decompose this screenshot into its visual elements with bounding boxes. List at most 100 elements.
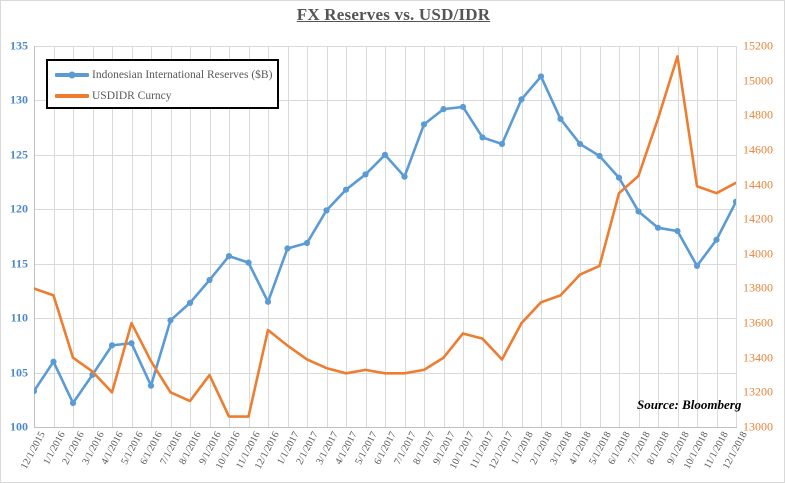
gridline-vertical xyxy=(92,46,94,427)
data-point-marker xyxy=(440,106,447,113)
y-axis-right-tick: 13600 xyxy=(743,315,773,330)
y-axis-right-tick: 14600 xyxy=(743,142,773,157)
legend-marker-icon xyxy=(68,71,76,79)
data-point-marker xyxy=(147,382,155,389)
y-axis-right-tick: 15000 xyxy=(743,73,773,88)
y-axis-right-tick: 15200 xyxy=(743,38,773,53)
data-point-marker xyxy=(381,151,389,158)
legend-label-reserves: Indonesian International Reserves ($B) xyxy=(92,69,273,81)
gridline-vertical xyxy=(73,46,74,427)
data-point-marker xyxy=(420,121,428,128)
data-point-marker xyxy=(401,173,408,180)
legend-item-usdidr: USDIDR Curncy xyxy=(55,89,172,103)
data-point-marker xyxy=(479,134,486,141)
legend-swatch-usdidr xyxy=(55,94,89,98)
series-line-usdidr xyxy=(34,55,736,418)
axis-line-left xyxy=(34,46,35,427)
chart-legend: Indonesian International Reserves ($B) U… xyxy=(46,59,279,109)
legend-label-usdidr: USDIDR Curncy xyxy=(92,90,172,102)
gridline-vertical xyxy=(580,46,581,427)
y-axis-left-tick: 125 xyxy=(10,147,28,162)
data-point-marker xyxy=(167,317,174,324)
data-point-marker xyxy=(596,152,603,160)
gridline-vertical xyxy=(131,46,133,427)
y-axis-left-tick: 110 xyxy=(10,310,28,325)
source-note: Source: Bloomberg xyxy=(637,397,742,412)
x-axis-tick: 12/1/2015 xyxy=(18,430,48,471)
gridline-vertical xyxy=(229,46,230,427)
y-axis-left-tick: 130 xyxy=(10,92,28,107)
page-title: FX Reserves vs. USD/IDR xyxy=(296,5,491,24)
axis-labels: 100 105 110 115 120 125 130 135 13000 13200 13400 1… xyxy=(10,39,773,471)
data-point-marker xyxy=(128,340,135,347)
gridline-vertical xyxy=(404,46,406,427)
data-point-marker xyxy=(693,262,701,269)
gridline-vertical xyxy=(209,46,211,427)
gridline-vertical xyxy=(502,46,503,427)
data-point-marker xyxy=(225,252,233,260)
y-axis-right-tick: 14800 xyxy=(743,107,773,122)
plot-area: 100 105 110 115 120 125 130 135 13000 13200 13400 1… xyxy=(10,39,773,471)
gridline-vertical xyxy=(443,46,445,427)
gridline-vertical xyxy=(365,46,367,427)
gridline-vertical xyxy=(287,46,289,427)
data-point-marker xyxy=(264,298,272,305)
gridline-vertical xyxy=(521,46,523,427)
y-axis-right-tick: 13400 xyxy=(743,350,773,365)
series-layer xyxy=(34,55,736,418)
y-axis-right-tick: 13200 xyxy=(743,384,773,399)
gridline-vertical xyxy=(677,46,679,427)
y-axis-right-tick: 14400 xyxy=(743,177,773,192)
data-point-marker xyxy=(557,115,564,123)
gridline-vertical xyxy=(619,46,620,427)
data-point-marker xyxy=(34,387,38,395)
y-axis-left-tick: 105 xyxy=(10,365,28,380)
data-point-marker xyxy=(69,399,77,407)
data-point-marker xyxy=(713,236,720,243)
data-point-marker xyxy=(362,171,369,178)
data-point-marker xyxy=(732,198,736,205)
gridline-vertical xyxy=(112,46,113,427)
gridline-vertical xyxy=(346,46,347,427)
gridline-vertical xyxy=(638,46,640,427)
gridline-vertical xyxy=(463,46,464,427)
y-axis-left-tick: 115 xyxy=(10,256,28,271)
y-axis-right-tick: 14000 xyxy=(743,246,773,261)
data-point-marker xyxy=(206,276,213,284)
data-point-marker xyxy=(518,96,525,103)
data-point-marker xyxy=(342,186,350,193)
data-point-marker xyxy=(323,207,330,214)
data-point-marker xyxy=(108,342,116,349)
data-point-marker xyxy=(303,239,311,247)
data-point-marker xyxy=(674,227,681,235)
gridline-vertical xyxy=(599,46,601,427)
gridline-vertical xyxy=(482,46,484,427)
gridline-vertical xyxy=(424,46,425,427)
y-axis-left-tick: 100 xyxy=(10,419,28,434)
gridlines xyxy=(34,46,737,428)
y-axis-left-tick: 135 xyxy=(10,38,28,53)
y-axis-right-tick: 14200 xyxy=(743,211,773,226)
data-point-marker xyxy=(576,140,584,148)
data-point-marker xyxy=(50,358,57,365)
data-point-marker xyxy=(498,140,506,148)
data-point-marker xyxy=(654,224,662,231)
gridline-vertical xyxy=(53,46,55,427)
axis-line-bottom xyxy=(34,427,737,428)
gridline-vertical xyxy=(268,46,269,427)
gridline-vertical xyxy=(560,46,562,427)
gridline-vertical xyxy=(541,46,542,427)
legend-swatch-reserves xyxy=(55,71,89,79)
legend-item-reserves: Indonesian International Reserves ($B) xyxy=(55,68,272,82)
data-point-marker xyxy=(186,299,194,307)
gridline-vertical xyxy=(170,46,172,427)
data-point-marker xyxy=(615,174,623,181)
y-axis-right-tick: 13800 xyxy=(743,280,773,295)
y-axis-left-tick: 120 xyxy=(10,201,28,216)
y-axis-right-tick: 13000 xyxy=(743,419,773,434)
gridline-vertical xyxy=(326,46,328,427)
gridline-vertical xyxy=(307,46,308,427)
gridline-vertical xyxy=(248,46,250,427)
gridline-vertical xyxy=(736,46,737,427)
